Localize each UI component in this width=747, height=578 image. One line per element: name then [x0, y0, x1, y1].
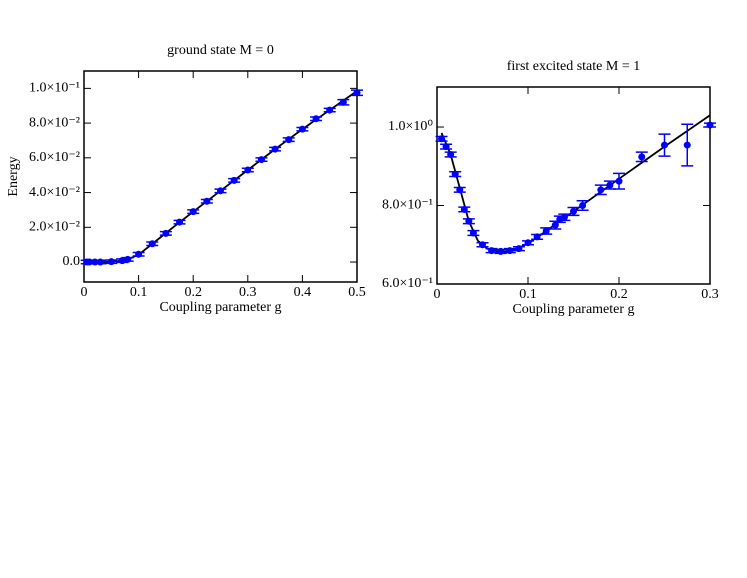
y-tick-label: 8.0×10⁻²	[29, 115, 80, 130]
data-point	[597, 186, 605, 194]
data-point	[326, 106, 334, 114]
fit-line	[440, 114, 711, 253]
x-tick-label: 0.1	[519, 287, 537, 302]
data-point	[683, 141, 691, 149]
x-tick-label: 0.3	[701, 287, 719, 302]
data-point	[230, 176, 238, 184]
data-point	[107, 258, 115, 266]
data-point	[488, 247, 496, 255]
data-point	[438, 135, 446, 143]
data-point	[465, 217, 473, 225]
data-point	[638, 153, 646, 161]
data-point	[257, 156, 265, 164]
x-tick-label: 0.3	[239, 285, 257, 300]
y-tick-label: 6.0×10⁻¹	[382, 276, 433, 291]
y-tick-label: 2.0×10⁻²	[29, 220, 80, 235]
y-tick-label: 4.0×10⁻²	[29, 185, 80, 200]
data-point	[451, 170, 459, 178]
x-tick-label: 0	[81, 285, 88, 300]
data-point	[615, 177, 623, 185]
y-tick-label: 1.0×10⁰	[388, 119, 433, 134]
data-point	[339, 98, 347, 106]
data-point	[606, 181, 614, 189]
y-axis-label: Energy	[6, 156, 21, 196]
data-point	[515, 245, 523, 253]
data-point	[551, 221, 559, 229]
data-point	[298, 125, 306, 133]
data-point	[285, 136, 293, 144]
data-point	[460, 205, 468, 213]
y-tick-label: 0.0	[63, 254, 81, 269]
data-point	[135, 250, 143, 258]
data-point	[353, 89, 361, 97]
x-tick-label: 0.2	[610, 287, 628, 302]
chart-title: first excited state M = 1	[507, 59, 640, 74]
x-tick-label: 0.4	[294, 285, 312, 300]
x-tick-label: 0.2	[184, 285, 202, 300]
data-point	[456, 186, 464, 194]
data-point	[506, 247, 514, 255]
data-point	[271, 145, 279, 153]
x-tick-label: 0.5	[348, 285, 366, 300]
x-tick-label: 0.1	[130, 285, 148, 300]
x-tick-label: 0	[434, 287, 441, 302]
data-point	[124, 255, 132, 263]
data-point	[706, 121, 714, 129]
data-point	[579, 202, 587, 210]
data-point	[661, 141, 668, 149]
data-point	[244, 166, 252, 174]
x-axis-label: Coupling parameter g	[512, 302, 634, 317]
data-point	[560, 213, 568, 221]
data-point	[524, 239, 532, 247]
x-axis-label: Coupling parameter g	[159, 300, 281, 315]
y-tick-label: 6.0×10⁻²	[29, 150, 80, 165]
data-point	[176, 218, 184, 226]
data-point	[479, 241, 486, 249]
data-point	[542, 227, 550, 235]
data-point	[570, 207, 577, 215]
data-point	[203, 197, 211, 205]
chart-title: ground state M = 0	[167, 43, 274, 58]
plot-frame	[83, 70, 358, 283]
data-point	[162, 229, 170, 237]
data-point	[447, 150, 455, 158]
data-point	[189, 208, 197, 216]
data-point	[148, 240, 156, 248]
y-tick-label: 8.0×10⁻¹	[382, 198, 433, 213]
data-point	[312, 115, 320, 123]
data-point	[217, 187, 224, 195]
data-point	[469, 229, 477, 237]
data-point	[442, 143, 450, 151]
y-tick-label: 1.0×10⁻¹	[29, 81, 80, 96]
plot-frame	[436, 86, 711, 285]
data-point	[497, 247, 505, 255]
data-point	[533, 233, 541, 241]
data-point	[96, 258, 104, 266]
